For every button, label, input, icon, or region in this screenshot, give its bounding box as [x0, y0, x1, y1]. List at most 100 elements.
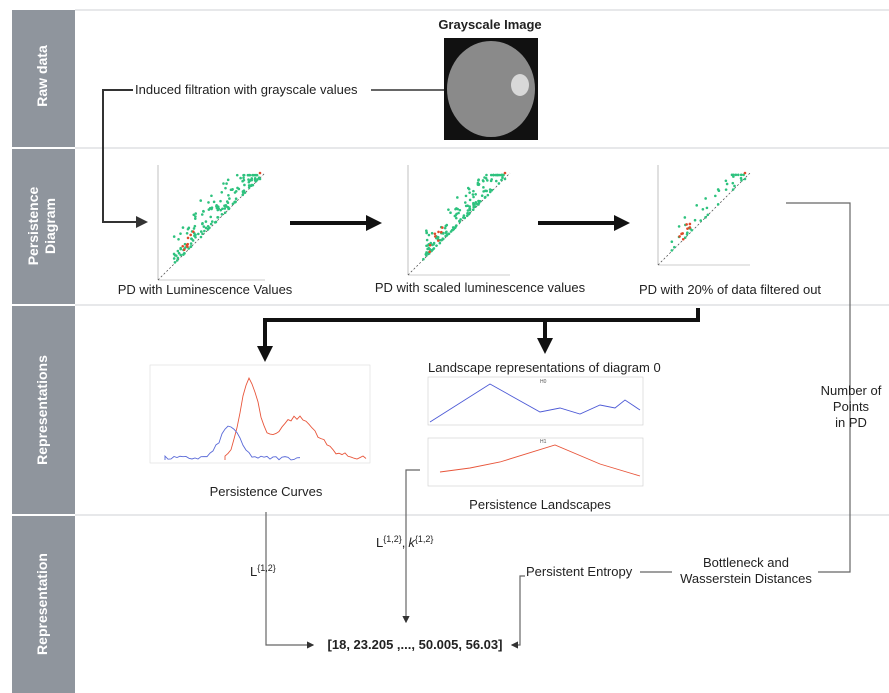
pd-point — [186, 242, 190, 246]
pd-point — [193, 224, 197, 228]
pd-point — [241, 193, 245, 197]
pd-point — [192, 227, 196, 230]
pd-point — [210, 206, 214, 209]
pd-point — [489, 179, 493, 183]
pd-point — [724, 188, 728, 191]
points-label: Points — [833, 399, 870, 414]
pd-point — [497, 182, 501, 185]
pd-point — [197, 232, 200, 236]
pd-point — [199, 230, 203, 233]
pd-point — [496, 173, 500, 177]
pd-point — [444, 224, 448, 228]
pd-point — [480, 194, 484, 198]
pd-point — [500, 173, 503, 177]
pd-point — [439, 230, 443, 234]
pd-point — [179, 253, 183, 257]
pd-point — [425, 229, 428, 233]
pd-point — [253, 179, 257, 183]
optic-disc — [511, 74, 529, 96]
pd-label: PD with Luminescence Values — [118, 282, 293, 297]
pd-point — [681, 237, 685, 241]
pd-point — [176, 249, 180, 253]
pd-point — [216, 216, 220, 219]
pd-point — [742, 173, 745, 177]
pd-point — [230, 188, 234, 192]
pd-point — [220, 190, 224, 194]
pd-point — [233, 191, 237, 194]
pd-point — [733, 184, 736, 188]
pd-point — [209, 215, 213, 219]
pd-point — [241, 190, 245, 193]
pd-point — [193, 217, 197, 220]
landscape-norm: L{1,2}, k{1,2} — [376, 534, 433, 550]
panel-label: H1 — [540, 439, 547, 445]
pd-point — [474, 205, 477, 209]
pd-point — [456, 196, 459, 199]
pd-point — [243, 191, 247, 194]
pd-point — [467, 212, 471, 216]
pd-point — [234, 197, 238, 201]
pd-point — [441, 226, 444, 229]
pd-point — [670, 240, 674, 244]
pd-point — [179, 232, 182, 235]
pd-point — [695, 204, 699, 207]
pd-point — [177, 237, 180, 241]
distances-label: Wasserstein Distances — [680, 571, 812, 586]
pd-point — [428, 250, 431, 254]
pd-point — [239, 176, 242, 180]
pd-point — [176, 256, 180, 260]
pd-point — [476, 202, 479, 206]
pd-point — [468, 205, 471, 208]
pd-point — [227, 207, 231, 210]
pd-point — [489, 173, 493, 177]
landscapes-label: Persistence Landscapes — [469, 497, 611, 512]
pd-point — [500, 178, 503, 182]
pd-point — [705, 206, 709, 210]
pd-point — [429, 241, 433, 245]
lane-label: Persistence — [25, 186, 41, 265]
pd-point — [247, 178, 250, 181]
curve-norm: L{1,2} — [250, 563, 276, 579]
curve — [164, 425, 301, 461]
distances-label: Bottleneck and — [703, 555, 789, 570]
legend-dot — [258, 171, 262, 175]
pd-point — [430, 231, 434, 235]
pd-point — [183, 252, 186, 255]
pd-point — [185, 231, 189, 235]
pd-point — [701, 207, 705, 211]
pd-point — [255, 173, 259, 177]
pd-point — [485, 173, 488, 177]
curve — [224, 376, 367, 460]
pd-point — [447, 208, 450, 211]
pd-point — [685, 223, 688, 226]
pd-point — [215, 206, 219, 210]
pd-point — [425, 238, 429, 242]
pd-point — [486, 193, 490, 197]
pd-point — [681, 232, 685, 235]
pd-point — [464, 204, 468, 208]
legend-dot — [743, 177, 747, 181]
pd-point — [210, 220, 214, 223]
pd-point — [471, 193, 475, 196]
pd-point — [422, 257, 425, 261]
pd-point — [186, 236, 190, 240]
pd-point — [454, 207, 457, 211]
pd-point — [450, 228, 454, 232]
pd-point — [247, 180, 251, 184]
pd-point — [253, 176, 257, 180]
pd-point — [716, 188, 720, 191]
pd-point — [223, 207, 227, 210]
pd-point — [212, 200, 216, 204]
lane-label: Representations — [34, 355, 50, 465]
pd-point — [181, 226, 185, 229]
pd-point — [207, 208, 211, 211]
pd-point — [177, 251, 181, 255]
pd-point — [724, 179, 728, 183]
panel-label: H0 — [540, 379, 547, 385]
pd-point — [221, 207, 224, 211]
pd-point — [706, 213, 710, 217]
pd-point — [673, 245, 676, 249]
pd-point — [683, 236, 687, 239]
pd-point — [231, 202, 235, 206]
pd-point — [242, 178, 246, 182]
